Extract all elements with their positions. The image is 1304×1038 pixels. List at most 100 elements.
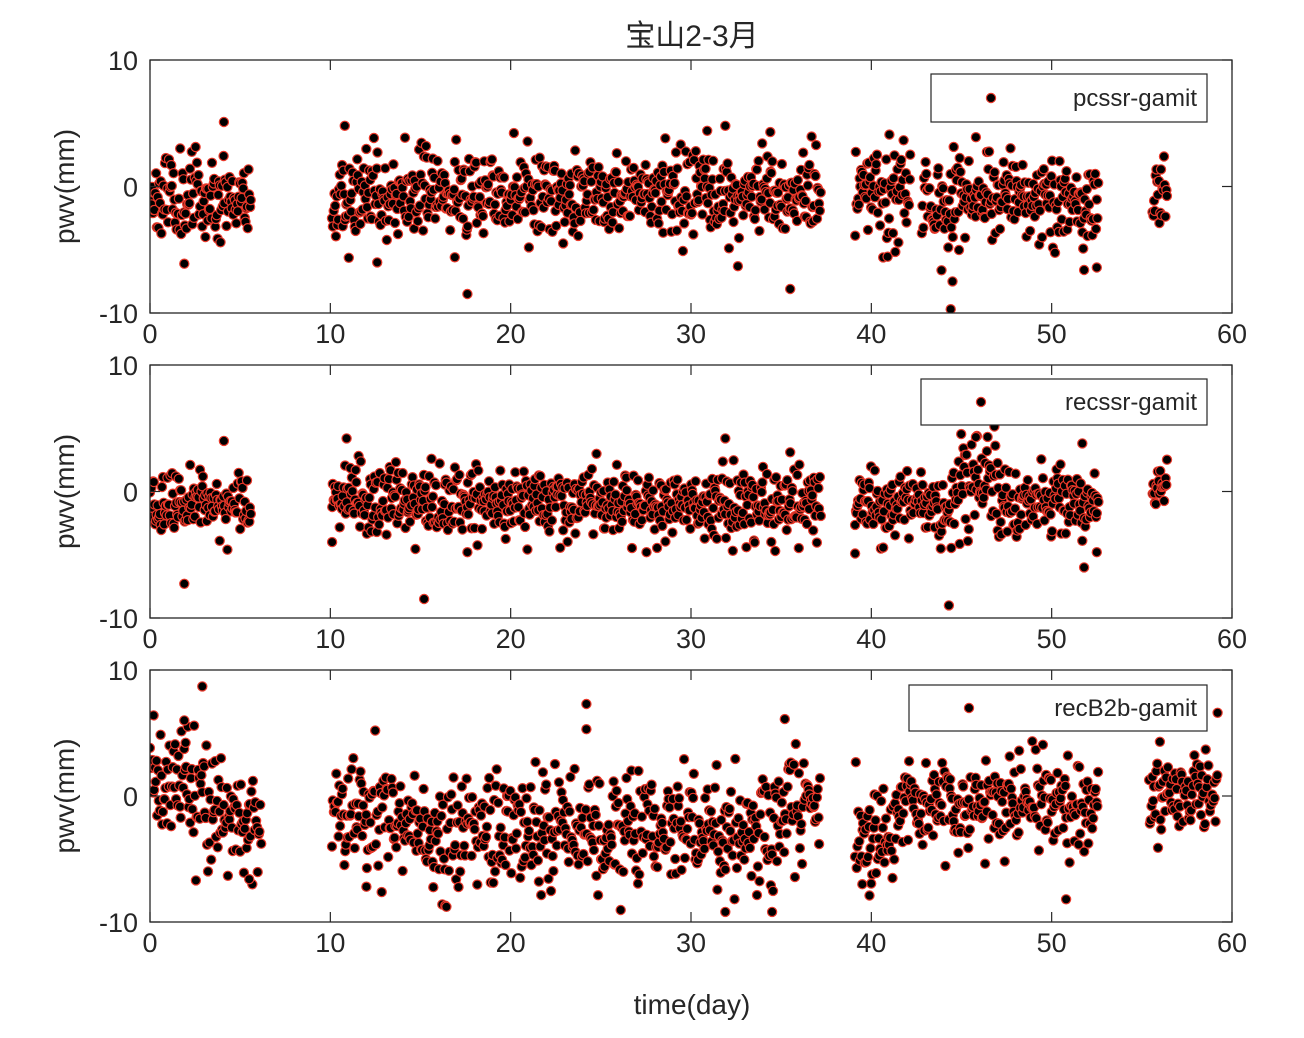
data-point (864, 804, 875, 816)
data-point (641, 547, 652, 558)
data-point (394, 798, 405, 809)
data-point (954, 152, 965, 164)
data-point (648, 851, 660, 862)
data-point (1091, 547, 1103, 558)
data-point (495, 465, 506, 476)
data-point (546, 515, 558, 526)
data-point (569, 763, 580, 775)
data-point (235, 779, 247, 790)
data-point (657, 817, 668, 829)
data-point (420, 482, 431, 493)
data-point (534, 805, 545, 816)
data-point (1042, 817, 1053, 828)
data-point (1037, 739, 1049, 751)
data-point (1009, 503, 1021, 514)
data-point (787, 486, 798, 497)
data-point (960, 513, 971, 525)
data-point (782, 475, 793, 486)
data-point (943, 242, 954, 253)
data-point (214, 535, 225, 547)
data-point (528, 205, 539, 216)
data-point (150, 710, 159, 721)
data-point (454, 469, 465, 481)
data-point (915, 467, 927, 478)
data-point (742, 499, 753, 511)
data-point (1210, 816, 1221, 827)
data-point (917, 839, 928, 851)
x-tick-label: 10 (315, 319, 345, 349)
data-point (752, 861, 764, 872)
data-point (1090, 223, 1102, 235)
data-point (959, 232, 971, 243)
data-point (871, 158, 882, 170)
data-point (889, 854, 900, 865)
data-point (326, 536, 338, 548)
data-point (643, 472, 655, 483)
data-point (678, 754, 690, 765)
data-point (462, 288, 473, 300)
data-point (1030, 744, 1041, 755)
data-point (771, 856, 783, 867)
data-point (218, 435, 230, 447)
data-point (550, 501, 561, 513)
data-point (782, 781, 793, 793)
data-point (455, 866, 466, 877)
data-point (599, 523, 611, 534)
data-point (903, 533, 915, 544)
data-point (789, 871, 801, 883)
data-point (728, 455, 739, 466)
data-point (720, 864, 731, 875)
data-point (1002, 526, 1013, 537)
data-point (898, 135, 909, 146)
data-point (970, 131, 982, 143)
data-point (972, 464, 984, 475)
data-point (711, 759, 722, 771)
data-point (1152, 758, 1163, 769)
data-point (334, 522, 345, 533)
data-point (252, 866, 263, 878)
data-point (947, 276, 958, 287)
data-point (1004, 751, 1015, 762)
data-point (522, 136, 533, 147)
data-point (785, 447, 796, 458)
y-tick-label: 0 (123, 782, 138, 812)
data-point (591, 870, 602, 882)
data-point (515, 872, 526, 884)
data-point (175, 485, 187, 496)
data-point (434, 458, 445, 469)
data-point (1083, 838, 1094, 849)
data-point (800, 195, 811, 207)
data-point (537, 767, 549, 778)
data-point (815, 187, 826, 198)
data-point (349, 842, 360, 854)
data-point (746, 870, 757, 882)
data-point (200, 231, 211, 243)
data-point (970, 431, 982, 443)
legend: pcssr-gamit (930, 73, 1208, 123)
data-point (738, 210, 749, 221)
data-point (669, 177, 680, 189)
data-point (1203, 760, 1214, 771)
data-point (921, 168, 932, 180)
data-point (410, 543, 421, 555)
data-point (221, 220, 232, 232)
data-point (853, 199, 865, 210)
data-point (1083, 199, 1095, 210)
data-point (949, 518, 960, 530)
data-point (991, 508, 1002, 519)
data-point (632, 475, 644, 486)
data-point (364, 492, 375, 503)
data-point (790, 738, 802, 750)
data-point (201, 740, 212, 751)
data-point (180, 208, 191, 219)
data-point (796, 858, 808, 870)
data-point (681, 514, 692, 526)
data-point (380, 163, 391, 174)
data-point (361, 862, 373, 874)
data-point (373, 860, 384, 871)
data-point (636, 811, 648, 822)
data-point (1089, 468, 1100, 479)
data-point (902, 834, 914, 846)
data-point (1071, 172, 1082, 183)
data-point (796, 818, 807, 830)
